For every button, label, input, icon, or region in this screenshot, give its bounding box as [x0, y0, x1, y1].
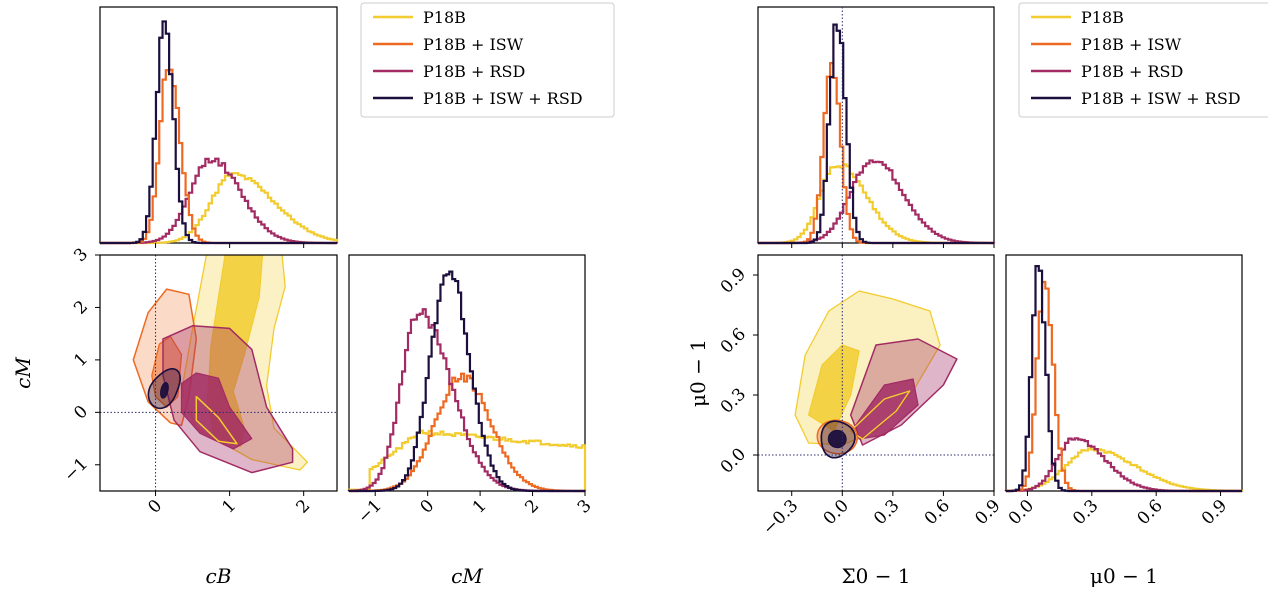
hist-sigma-isw: [758, 61, 994, 245]
right-top-panel: [757, 6, 995, 244]
left-legend-label: P18B: [423, 8, 466, 27]
left-2d-x-tick-label: 1: [218, 496, 240, 518]
right-2d-x-tick-label: −0.3: [759, 496, 802, 539]
right-2d-x-tick-label: 0.9: [971, 496, 1004, 529]
hist-mu-p18b: [1004, 447, 1244, 492]
left-2d-x-tick-label: 0: [144, 496, 166, 518]
right-legend: P18B P18B + ISW P18B + RSD P18B + ISW + RSD: [1018, 2, 1268, 118]
left-diag-x-tick-label: 3: [574, 496, 596, 518]
contour-sigma-isw-rsd-inner: [827, 429, 847, 449]
right-legend-label: P18B + ISW + RSD: [1081, 89, 1241, 108]
right-y-axis-label: μ0 − 1: [686, 339, 710, 407]
contour-isw-rsd-inner: [159, 382, 169, 399]
right-2d-y-tick-label: 0.9: [717, 264, 750, 297]
left-diag-x-axis-label: cM: [451, 564, 483, 588]
hist-cb-p18b: [100, 172, 339, 245]
hist-cb-isw-rsd: [100, 20, 337, 245]
right-diag-x-tick-label: 0.6: [1134, 496, 1167, 529]
left-top-panel: [99, 6, 338, 244]
left-2d-x-tick-label: 2: [292, 496, 314, 518]
left-legend-frame: [360, 2, 615, 118]
hist-cb-rsd: [100, 157, 339, 245]
left-x-axis-label: cB: [206, 564, 232, 588]
left-legend-label: P18B + RSD: [423, 62, 525, 81]
contour-p18b-line: [195, 395, 238, 445]
right-2d-x-tick-label: 0.6: [921, 496, 954, 529]
contour-sigma-p18b-line: [850, 390, 911, 440]
right-legend-label: P18B: [1081, 8, 1124, 27]
left-legend-label: P18B + ISW: [423, 35, 524, 54]
left-legend-label: P18B + ISW + RSD: [423, 89, 583, 108]
left-diag-x-tick-label: 2: [521, 496, 543, 518]
left-legend: P18B P18B + ISW P18B + RSD P18B + ISW + RSD: [360, 2, 615, 118]
hist-sigma-p18b: [756, 163, 994, 245]
right-2d-panel: [757, 254, 995, 492]
left-2d-y-tick-label: −1: [60, 454, 92, 486]
left-diag-panel: [348, 254, 586, 492]
left-2d-contours: [132, 255, 309, 474]
left-diag-x-tick-label: 1: [469, 496, 491, 518]
right-2d-y-tick-label: 0.6: [717, 324, 750, 357]
right-2d-y-tick-label: 0.0: [717, 444, 750, 477]
hist-sigma-rsd: [758, 159, 996, 245]
hist-cm-isw: [347, 372, 587, 493]
right-2d-contours: [794, 290, 958, 459]
right-diag-x-tick-label: 0.0: [1005, 496, 1038, 529]
right-diag-x-tick-label: 0.3: [1069, 496, 1102, 529]
right-diag-x-tick-label: 0.9: [1198, 496, 1231, 529]
right-legend-label: P18B + RSD: [1081, 62, 1183, 81]
contour-rsd-outer: [162, 325, 294, 474]
right-2d-x-tick-label: 0.0: [820, 496, 853, 529]
left-2d-y-tick-label: 0: [70, 402, 92, 424]
left-diag-x-tick-label: 0: [416, 496, 438, 518]
left-diag-x-tick-label: −1: [354, 496, 386, 528]
hist-mu-isw-rsd: [1004, 265, 1242, 493]
right-legend-label: P18B + ISW: [1081, 35, 1182, 54]
left-2d-y-tick-label: 1: [70, 349, 92, 371]
left-2d-y-tick-label: 2: [70, 297, 92, 319]
left-2d-panel: [99, 254, 338, 492]
right-x-axis-label: Σ0 − 1: [841, 564, 910, 588]
hist-sigma-isw-rsd: [758, 23, 994, 245]
right-2d-y-tick-label: 0.3: [717, 384, 750, 417]
left-y-axis-label: cM: [11, 357, 35, 389]
contour-rsd-inner: [180, 372, 253, 450]
hist-cb-isw: [100, 68, 337, 245]
right-diag-x-axis-label: μ0 − 1: [1090, 564, 1158, 588]
right-2d-x-tick-label: 0.3: [870, 496, 903, 529]
left-2d-y-tick-label: 3: [70, 244, 92, 266]
right-legend-frame: [1018, 2, 1268, 118]
hist-mu-rsd: [1004, 437, 1242, 493]
hist-cm-isw-rsd: [349, 270, 585, 493]
